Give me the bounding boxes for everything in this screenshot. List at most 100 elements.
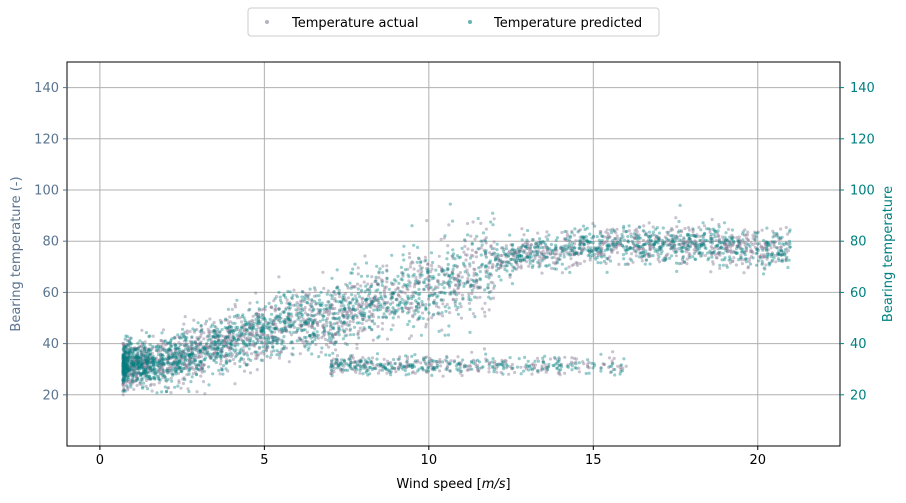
data-point bbox=[151, 344, 155, 349]
data-point bbox=[129, 336, 133, 340]
data-point bbox=[645, 258, 649, 262]
data-point bbox=[673, 243, 677, 247]
data-point bbox=[121, 365, 125, 369]
data-point bbox=[686, 244, 690, 248]
data-point bbox=[212, 343, 216, 347]
data-point bbox=[130, 380, 134, 384]
data-point bbox=[236, 327, 240, 332]
data-point bbox=[714, 238, 718, 243]
data-point bbox=[614, 231, 618, 235]
data-point bbox=[359, 313, 363, 317]
data-point bbox=[403, 369, 407, 373]
data-point bbox=[284, 329, 288, 333]
data-point bbox=[130, 364, 134, 368]
data-point bbox=[461, 296, 465, 300]
data-point bbox=[141, 353, 145, 357]
data-point bbox=[687, 251, 691, 255]
data-point bbox=[475, 279, 479, 283]
data-point bbox=[121, 382, 125, 386]
data-point bbox=[287, 318, 291, 322]
data-point bbox=[505, 259, 509, 264]
data-point bbox=[440, 268, 444, 273]
data-point bbox=[254, 353, 258, 357]
data-point bbox=[138, 344, 142, 348]
data-point bbox=[121, 342, 125, 346]
data-point bbox=[533, 363, 538, 367]
data-point bbox=[726, 249, 730, 253]
data-point bbox=[642, 253, 647, 257]
data-point bbox=[151, 375, 155, 380]
data-point bbox=[169, 348, 173, 352]
data-point bbox=[242, 352, 246, 356]
data-point bbox=[166, 386, 170, 390]
data-point bbox=[400, 271, 404, 275]
data-point bbox=[586, 358, 590, 362]
data-point bbox=[755, 231, 759, 235]
data-point bbox=[358, 326, 362, 330]
data-point bbox=[201, 347, 205, 352]
data-point bbox=[570, 356, 574, 360]
data-point bbox=[183, 343, 187, 347]
data-point bbox=[456, 287, 460, 291]
data-point bbox=[465, 221, 470, 226]
data-point bbox=[272, 330, 277, 334]
data-point bbox=[184, 344, 188, 348]
data-point bbox=[575, 261, 580, 265]
data-point bbox=[483, 253, 487, 257]
data-point bbox=[496, 256, 500, 261]
data-point bbox=[664, 255, 668, 259]
data-point bbox=[738, 242, 742, 246]
data-point bbox=[620, 232, 624, 237]
data-point bbox=[180, 350, 184, 354]
data-point bbox=[647, 221, 651, 225]
data-point bbox=[491, 366, 495, 370]
data-point bbox=[248, 342, 252, 346]
data-point bbox=[688, 244, 693, 248]
data-point bbox=[372, 296, 376, 300]
data-point bbox=[339, 361, 343, 365]
data-point bbox=[454, 283, 458, 287]
data-point bbox=[455, 265, 459, 269]
data-point bbox=[646, 234, 650, 238]
data-point bbox=[170, 365, 174, 369]
data-point bbox=[165, 350, 169, 354]
data-point bbox=[385, 269, 389, 273]
data-point bbox=[166, 360, 170, 364]
data-point bbox=[317, 310, 321, 314]
data-point bbox=[264, 349, 268, 353]
data-point bbox=[392, 278, 396, 282]
data-point bbox=[135, 366, 140, 370]
data-point bbox=[131, 372, 135, 376]
data-point bbox=[466, 280, 470, 284]
data-point bbox=[362, 326, 366, 330]
data-point bbox=[169, 343, 173, 347]
data-point bbox=[477, 247, 481, 251]
data-point bbox=[576, 253, 580, 257]
data-point bbox=[443, 305, 447, 309]
data-point bbox=[568, 240, 572, 244]
data-point bbox=[750, 250, 754, 254]
data-point bbox=[452, 277, 456, 281]
data-point bbox=[130, 382, 134, 386]
data-point bbox=[474, 281, 478, 285]
data-point bbox=[273, 327, 277, 331]
data-point bbox=[214, 349, 219, 354]
data-point bbox=[326, 300, 330, 304]
data-point bbox=[460, 293, 464, 297]
data-point bbox=[725, 246, 729, 250]
data-point bbox=[452, 290, 456, 294]
data-point bbox=[774, 260, 778, 264]
data-point bbox=[682, 240, 686, 244]
data-point bbox=[215, 345, 220, 349]
data-point bbox=[598, 229, 602, 234]
data-point bbox=[527, 264, 531, 268]
data-point bbox=[338, 295, 342, 299]
data-point bbox=[266, 321, 270, 325]
data-point bbox=[251, 339, 255, 344]
data-point bbox=[577, 229, 581, 233]
data-point bbox=[749, 255, 754, 259]
data-point bbox=[121, 347, 125, 351]
data-point bbox=[258, 336, 262, 340]
data-point bbox=[163, 385, 167, 389]
